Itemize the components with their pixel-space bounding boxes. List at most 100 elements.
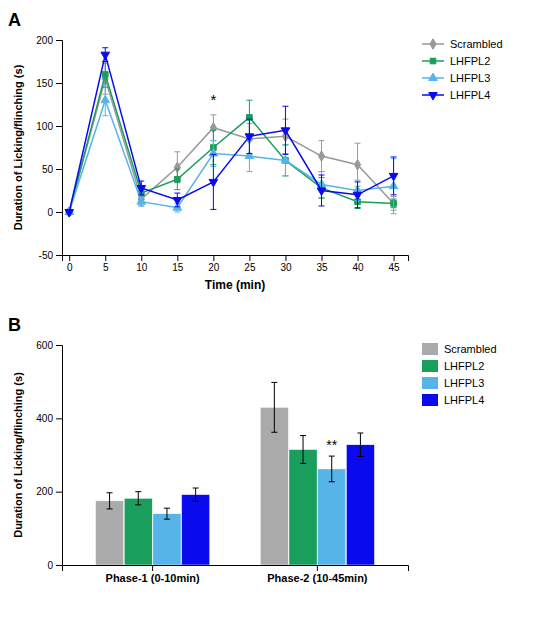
error-bar-cap <box>319 171 325 172</box>
error-bar-cap <box>246 100 252 101</box>
error-bar-cap <box>102 47 108 48</box>
error-bar <box>135 492 141 505</box>
tick-label: 200 <box>36 486 53 497</box>
legend-item: LHFPL2 <box>422 360 484 372</box>
error-bar-cap <box>210 140 216 141</box>
tick: 50 <box>42 164 62 175</box>
legend-label: LHFPL2 <box>450 55 490 67</box>
tick-mark <box>322 255 323 261</box>
panel: 051015202530354045-50050100150200Duratio… <box>12 35 503 292</box>
error-bar-cap <box>357 433 363 434</box>
legend-item: Scrambled <box>422 38 503 50</box>
marker <box>65 210 74 217</box>
marker <box>317 188 326 195</box>
error-bar <box>319 141 325 172</box>
y-axis-label: Duration of Licking/flinching (s) <box>12 372 24 538</box>
legend-item: Scrambled <box>422 343 497 355</box>
error-bar-stem <box>138 492 139 505</box>
tick-mark <box>56 83 62 84</box>
tick-label: 30 <box>280 262 292 273</box>
error-bar-cap <box>210 114 216 115</box>
legend-item: LHFPL4 <box>422 89 490 101</box>
error-bar-cap <box>357 456 363 457</box>
tick: 30 <box>280 255 292 273</box>
error-bar-cap <box>107 492 113 493</box>
error-bar-cap <box>246 119 252 120</box>
legend-item: LHFPL4 <box>422 394 484 406</box>
panel-label: B <box>8 315 21 335</box>
error-bar-cap <box>319 205 325 206</box>
error-bar-cap <box>282 175 288 176</box>
error-bar-cap <box>107 508 113 509</box>
legend-swatch <box>422 377 438 389</box>
error-bar-cap <box>164 519 170 520</box>
tick-label: Phase-2 (10-45min) <box>267 572 368 584</box>
error-bar-stem <box>109 493 110 509</box>
tick-mark <box>56 418 62 419</box>
legend-marker <box>430 39 436 50</box>
series <box>182 433 375 565</box>
tick-mark <box>177 255 178 261</box>
tick-label: 600 <box>36 340 53 351</box>
marker <box>101 95 110 102</box>
legend-marker <box>429 93 438 100</box>
tick: 5 <box>103 255 109 273</box>
error-bar-cap <box>164 508 170 509</box>
bar <box>289 450 317 566</box>
bar <box>124 498 152 565</box>
tick-label: 50 <box>42 164 54 175</box>
legend-marker <box>429 73 438 80</box>
tick-mark <box>317 565 318 571</box>
error-bar-cap <box>138 194 144 195</box>
tick: 45 <box>389 255 401 273</box>
panel-label: A <box>8 10 21 30</box>
error-bar-cap <box>210 209 216 210</box>
tick-mark <box>56 126 62 127</box>
marker <box>353 192 362 199</box>
error-bar-stem <box>303 436 304 464</box>
legend: Scrambled LHFPL2 LHFPL3 LHFPL4 <box>422 343 497 406</box>
error-bar-cap <box>355 180 361 181</box>
error-bar-cap <box>355 208 361 209</box>
error-bar-stem <box>166 508 167 519</box>
x-axis: 0 5 10 15 20 25 30 35 40 45 <box>63 255 409 273</box>
error-bar-cap <box>174 151 180 152</box>
series <box>66 62 396 215</box>
error-bar-cap <box>174 206 180 207</box>
error-bar-cap <box>135 504 141 505</box>
bar <box>153 514 181 565</box>
tick: 0 <box>67 255 73 273</box>
error-bar <box>357 433 363 456</box>
tick-mark <box>285 255 286 261</box>
annotation: ** <box>326 437 337 453</box>
annotation: * <box>210 91 216 108</box>
tick: 10 <box>136 255 148 273</box>
tick: 100 <box>36 121 62 132</box>
error-bar-cap <box>271 382 277 383</box>
tick: 200 <box>36 35 62 46</box>
tick: 15 <box>172 255 184 273</box>
legend-label: LHFPL3 <box>444 377 484 389</box>
tick-label: 20 <box>208 262 220 273</box>
bar <box>346 445 374 565</box>
line <box>69 100 393 212</box>
tick-label: 150 <box>36 78 53 89</box>
tick-mark <box>56 492 62 493</box>
error-bar-cap <box>300 435 306 436</box>
error-bar-cap <box>135 491 141 492</box>
marker <box>281 155 290 162</box>
error-bar-cap <box>300 463 306 464</box>
error-bar-cap <box>174 189 180 190</box>
tick-label: 40 <box>352 262 364 273</box>
tick-mark <box>69 255 70 261</box>
tick: 25 <box>244 255 256 273</box>
tick-label: 45 <box>389 262 401 273</box>
legend-label: Scrambled <box>450 38 503 50</box>
marker <box>245 134 254 141</box>
tick-mark <box>56 345 62 346</box>
tick-label: 15 <box>172 262 184 273</box>
error-bar-cap <box>329 481 335 482</box>
error-bar-cap <box>282 154 288 155</box>
error-bar-cap <box>319 171 325 172</box>
tick-label: 35 <box>316 262 328 273</box>
